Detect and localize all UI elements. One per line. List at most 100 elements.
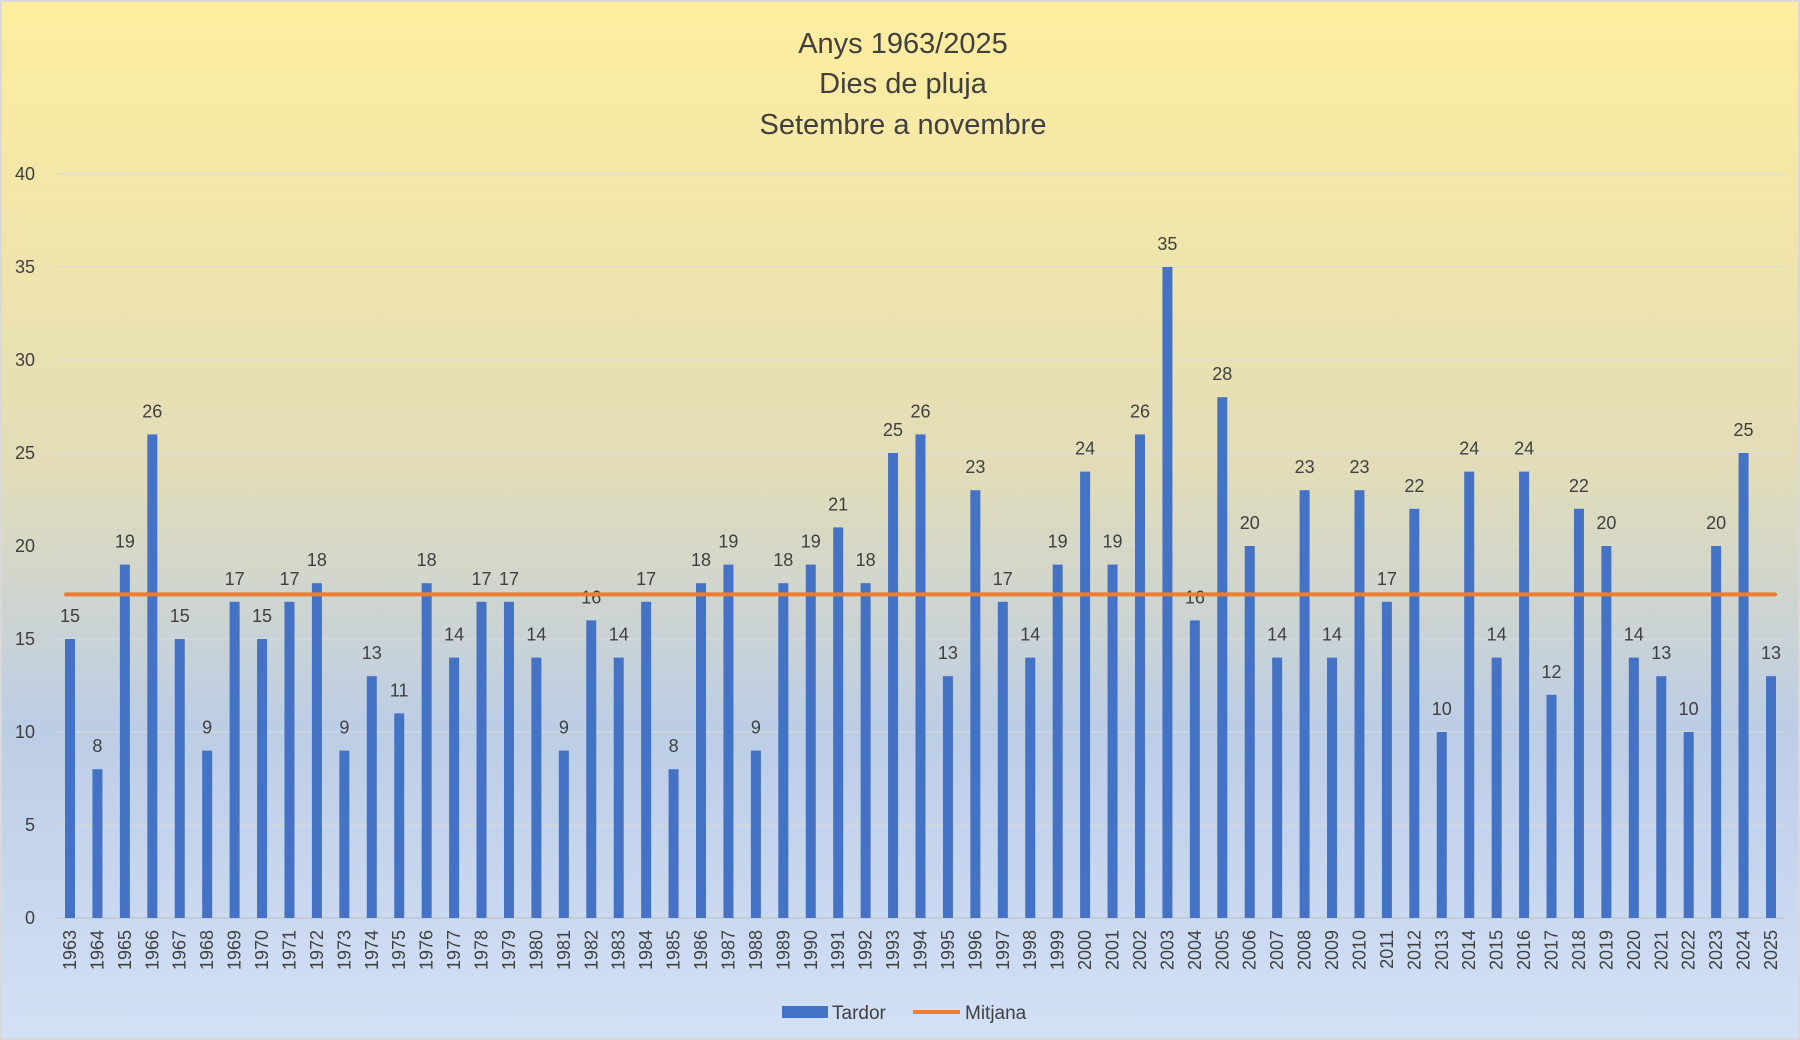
bar-1965 — [119, 564, 130, 918]
y-tick-label: 20 — [15, 536, 35, 556]
data-label-2016: 24 — [1514, 439, 1534, 459]
y-tick-label: 10 — [15, 722, 35, 742]
x-tick-label-1999: 1999 — [1048, 930, 1068, 970]
bar-1990 — [805, 564, 816, 918]
y-tick-label: 5 — [25, 815, 35, 835]
chart-title-line-2: Dies de pluja — [819, 68, 988, 100]
x-tick-label-1989: 1989 — [773, 930, 793, 970]
data-label-1982: 16 — [581, 587, 601, 607]
x-tick-label-2023: 2023 — [1706, 930, 1726, 970]
data-label-1989: 18 — [773, 550, 793, 570]
x-tick-label-2003: 2003 — [1157, 930, 1177, 970]
bar-1977 — [449, 657, 460, 918]
data-label-1997: 17 — [993, 569, 1013, 589]
bar-1974 — [366, 676, 377, 918]
data-label-2007: 14 — [1267, 625, 1287, 645]
bar-2023 — [1711, 546, 1722, 918]
x-tick-label-2021: 2021 — [1651, 930, 1671, 970]
data-label-1998: 14 — [1020, 625, 1040, 645]
bar-2013 — [1436, 732, 1447, 918]
bar-1972 — [311, 583, 322, 918]
data-label-2023: 20 — [1706, 513, 1726, 533]
data-label-1979: 17 — [499, 569, 519, 589]
bar-2019 — [1601, 546, 1612, 918]
x-tick-label-1993: 1993 — [883, 930, 903, 970]
bar-2025 — [1766, 676, 1776, 918]
bar-1986 — [696, 583, 707, 918]
x-tick-label-2008: 2008 — [1295, 930, 1315, 970]
bar-1987 — [723, 564, 734, 918]
data-label-2008: 23 — [1295, 457, 1315, 477]
bar-1964 — [92, 769, 103, 918]
x-tick-label-1978: 1978 — [472, 930, 492, 970]
data-label-2012: 22 — [1404, 476, 1424, 496]
data-label-1976: 18 — [417, 550, 437, 570]
x-tick-label-1969: 1969 — [225, 930, 245, 970]
data-label-2015: 14 — [1487, 625, 1507, 645]
x-tick-label-1980: 1980 — [526, 930, 546, 970]
data-label-1966: 26 — [142, 401, 162, 421]
x-tick-label-1986: 1986 — [691, 930, 711, 970]
x-tick-label-2004: 2004 — [1185, 930, 1205, 970]
bar-2005 — [1217, 397, 1228, 918]
bar-2000 — [1080, 471, 1091, 918]
bar-2018 — [1573, 508, 1584, 918]
data-label-1984: 17 — [636, 569, 656, 589]
x-tick-label-1981: 1981 — [554, 930, 574, 970]
x-axis-tick-labels: 1963 1964 1965 1966 1967 1968 1969 1970 1971 1972… — [60, 930, 1781, 970]
bar-1993 — [888, 453, 899, 918]
y-tick-label: 0 — [25, 908, 35, 928]
data-label-1995: 13 — [938, 643, 958, 663]
bar-1968 — [202, 750, 213, 918]
data-label-2005: 28 — [1212, 364, 1232, 384]
chart-title-line-1: Anys 1963/2025 — [798, 28, 1008, 60]
x-tick-label-2019: 2019 — [1596, 930, 1616, 970]
data-label-2019: 20 — [1596, 513, 1616, 533]
x-tick-label-1963: 1963 — [60, 930, 80, 970]
x-tick-label-1976: 1976 — [417, 930, 437, 970]
x-tick-label-2013: 2013 — [1432, 930, 1452, 970]
data-label-1964: 8 — [92, 736, 102, 756]
bar-2016 — [1519, 471, 1530, 918]
x-tick-label-1998: 1998 — [1020, 930, 1040, 970]
bar-1983 — [613, 657, 624, 918]
x-tick-label-2000: 2000 — [1075, 930, 1095, 970]
data-label-2009: 14 — [1322, 625, 1342, 645]
x-tick-label-2010: 2010 — [1349, 930, 1369, 970]
x-tick-label-1994: 1994 — [911, 930, 931, 970]
data-label-1983: 14 — [609, 625, 629, 645]
data-label-2006: 20 — [1240, 513, 1260, 533]
data-label-1990: 19 — [801, 532, 821, 552]
bar-1966 — [147, 434, 158, 918]
x-tick-label-1970: 1970 — [252, 930, 272, 970]
bar-1970 — [257, 639, 268, 918]
data-label-1985: 8 — [669, 736, 679, 756]
bar-1984 — [641, 601, 652, 918]
data-label-1970: 15 — [252, 606, 272, 626]
bar-1998 — [1025, 657, 1036, 918]
bar-1976 — [421, 583, 432, 918]
data-label-1994: 26 — [910, 401, 930, 421]
x-tick-label-1977: 1977 — [444, 930, 464, 970]
bar-1975 — [394, 713, 405, 918]
x-tick-label-1985: 1985 — [664, 930, 684, 970]
x-tick-label-1997: 1997 — [993, 930, 1013, 970]
x-tick-label-2011: 2011 — [1377, 930, 1397, 969]
data-label-1969: 17 — [225, 569, 245, 589]
x-tick-label-2012: 2012 — [1404, 930, 1424, 970]
bar-1967 — [174, 639, 185, 918]
bar-1963 — [65, 639, 75, 918]
bar-2004 — [1189, 620, 1200, 918]
data-label-1967: 15 — [170, 606, 190, 626]
x-tick-label-1974: 1974 — [362, 930, 382, 970]
bar-2014 — [1464, 471, 1475, 918]
bar-2011 — [1381, 601, 1392, 918]
bar-2006 — [1244, 546, 1255, 918]
bar-2021 — [1656, 676, 1667, 918]
bar-1995 — [942, 676, 953, 918]
x-tick-label-1984: 1984 — [636, 930, 656, 970]
x-tick-label-1965: 1965 — [115, 930, 135, 970]
bar-1988 — [750, 750, 761, 918]
x-tick-label-1987: 1987 — [718, 930, 738, 970]
